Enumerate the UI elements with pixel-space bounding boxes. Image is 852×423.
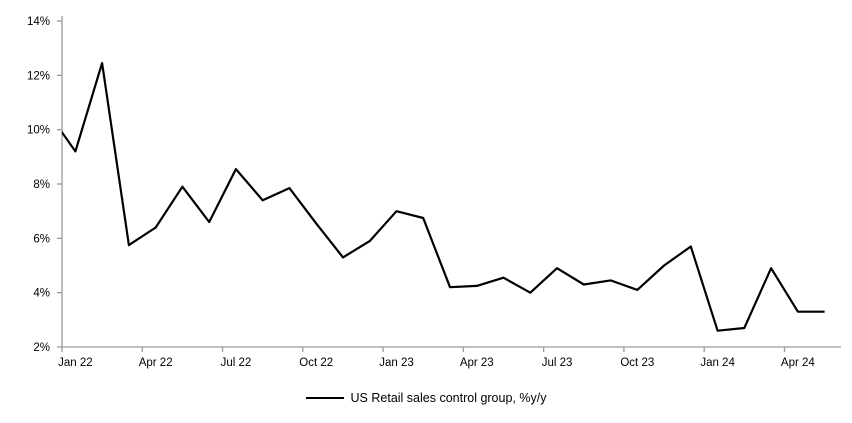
x-tick-label: Jul 23 <box>542 357 573 369</box>
y-tick-label: 2% <box>33 342 50 354</box>
y-tick-label: 8% <box>33 179 50 191</box>
x-tick-label: Jan 22 <box>58 357 93 369</box>
y-tick-label: 12% <box>27 70 50 82</box>
x-tick-label: Apr 23 <box>460 357 494 369</box>
x-tick-label: Apr 24 <box>781 357 815 369</box>
legend-label: US Retail sales control group, %y/y <box>350 391 547 405</box>
y-tick-label: 6% <box>33 233 50 245</box>
x-tick-label: Apr 22 <box>139 357 173 369</box>
y-tick-label: 14% <box>27 16 50 28</box>
legend-line-swatch <box>305 397 344 399</box>
y-tick-label: 10% <box>27 125 50 137</box>
y-tick-label: 4% <box>33 288 50 300</box>
x-tick-label: Jul 22 <box>221 357 252 369</box>
chart-legend: US Retail sales control group, %y/y <box>0 391 852 405</box>
data-line <box>62 61 825 332</box>
x-tick-label: Oct 23 <box>620 357 654 369</box>
x-tick-label: Jan 24 <box>700 357 735 369</box>
x-tick-label: Jan 23 <box>379 357 414 369</box>
x-tick-label: Oct 22 <box>299 357 333 369</box>
